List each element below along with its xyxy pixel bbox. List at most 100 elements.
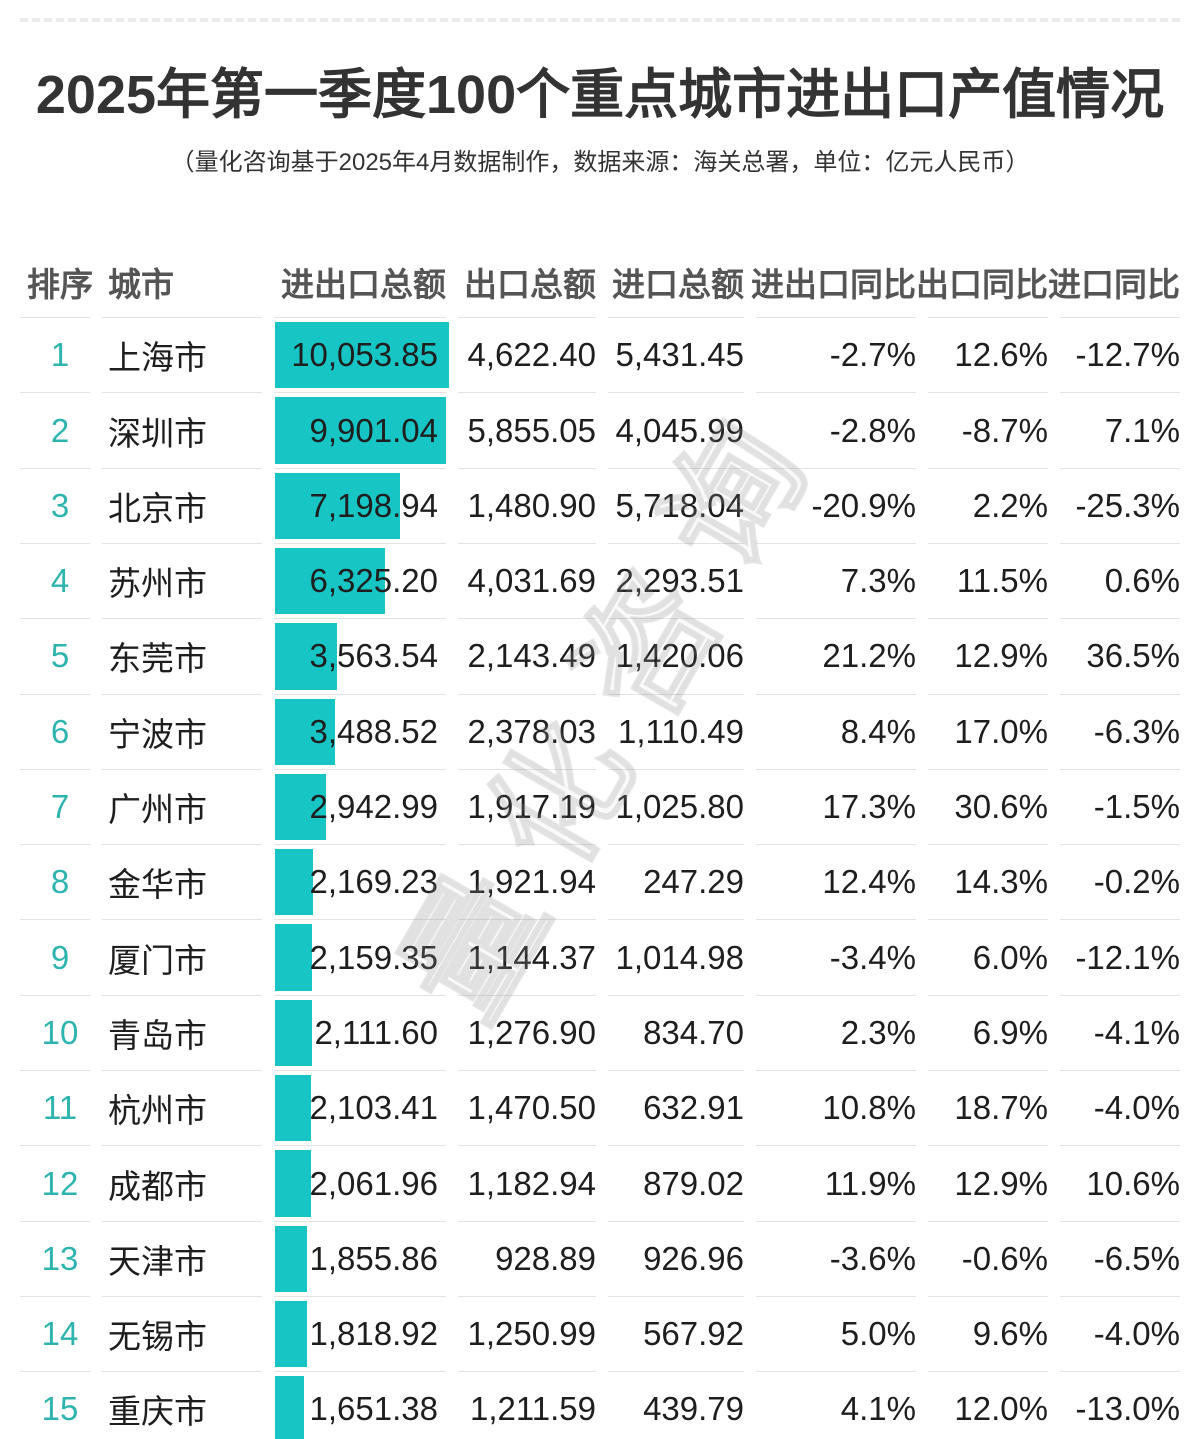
city-cell: 无锡市 — [102, 1295, 262, 1371]
export-yoy-value: 11.5% — [928, 542, 1048, 618]
export-yoy-value: 18.7% — [928, 1070, 1048, 1145]
export-value: 4,622.40 — [458, 317, 596, 392]
total-yoy-value: 2.3% — [756, 994, 916, 1070]
import-yoy-value: 36.5% — [1060, 618, 1180, 693]
total-cell: 10,053.85 — [274, 317, 449, 392]
total-cell: 6,325.20 — [274, 542, 446, 618]
city-cell: 天津市 — [102, 1220, 262, 1296]
export-value: 1,250.99 — [458, 1295, 596, 1371]
city-cell: 东莞市 — [102, 618, 262, 693]
rank-cell: 8 — [20, 844, 90, 919]
city-cell: 厦门市 — [102, 919, 262, 994]
table-body: 1 上海市 10,053.85 4,622.40 5,431.45 -2.7% 12.6% -… — [20, 317, 1180, 1439]
total-value: 3,488.52 — [309, 712, 438, 750]
column-header-1: 城市 — [108, 266, 174, 304]
city-cell: 宁波市 — [102, 693, 262, 769]
total-value: 6,325.20 — [309, 562, 438, 600]
export-yoy-value: 12.9% — [928, 1145, 1048, 1220]
import-value: 1,025.80 — [608, 768, 744, 844]
total-cell: 2,942.99 — [274, 768, 446, 844]
table-row: 7 广州市 2,942.99 1,917.19 1,025.80 17.3% 30.6% -1… — [20, 768, 1180, 844]
table-row: 3 北京市 7,198.94 1,480.90 5,718.04 -20.9% 2.2% -2… — [20, 467, 1180, 543]
total-bar — [275, 322, 449, 389]
rank-cell: 9 — [20, 919, 90, 994]
import-value: 2,293.51 — [608, 542, 744, 618]
column-header-7: 进口同比 — [1048, 266, 1180, 304]
total-value: 3,563.54 — [309, 637, 438, 675]
import-yoy-value: -25.3% — [1060, 467, 1180, 543]
total-bar — [275, 472, 400, 539]
total-yoy-value: 5.0% — [756, 1295, 916, 1371]
total-yoy-value: 7.3% — [756, 542, 916, 618]
page-title: 2025年第一季度100个重点城市进出口产值情况 — [35, 65, 1165, 125]
import-value: 834.70 — [608, 994, 744, 1070]
export-value: 1,480.90 — [458, 467, 596, 543]
import-value: 632.91 — [608, 1070, 744, 1145]
total-bar — [275, 1075, 312, 1142]
import-value: 879.02 — [608, 1145, 744, 1220]
export-value: 1,144.37 — [458, 919, 596, 994]
rank-cell: 14 — [20, 1295, 90, 1371]
import-yoy-value: -4.1% — [1060, 994, 1180, 1070]
top-dashed-divider — [20, 18, 1180, 22]
city-cell: 杭州市 — [102, 1070, 262, 1145]
city-cell: 上海市 — [102, 317, 262, 392]
import-value: 4,045.99 — [608, 392, 744, 467]
total-value: 7,198.94 — [309, 486, 438, 524]
import-value: 926.96 — [608, 1220, 744, 1296]
total-bar — [275, 1150, 311, 1217]
table-row: 14 无锡市 1,818.92 1,250.99 567.92 5.0% 9.6% -4.0% — [20, 1295, 1180, 1371]
table-row: 1 上海市 10,053.85 4,622.40 5,431.45 -2.7% 12.6% -… — [20, 317, 1180, 392]
import-yoy-value: -13.0% — [1060, 1371, 1180, 1439]
table-row: 15 重庆市 1,651.38 1,211.59 439.79 4.1% 12.0% -13.… — [20, 1371, 1180, 1439]
table-row: 8 金华市 2,169.23 1,921.94 247.29 12.4% 14.3% -0.2… — [20, 844, 1180, 919]
total-value: 2,061.96 — [309, 1164, 438, 1202]
total-value: 2,111.60 — [314, 1013, 438, 1051]
rank-cell: 15 — [20, 1371, 90, 1439]
total-value: 10,053.85 — [291, 336, 438, 374]
import-value: 1,110.49 — [608, 693, 744, 769]
total-yoy-value: 21.2% — [756, 618, 916, 693]
total-bar — [275, 547, 385, 615]
table-row: 6 宁波市 3,488.52 2,378.03 1,110.49 8.4% 17.0% -6.… — [20, 693, 1180, 769]
total-cell: 7,198.94 — [274, 467, 446, 543]
import-yoy-value: 10.6% — [1060, 1145, 1180, 1220]
total-yoy-value: 10.8% — [756, 1070, 916, 1145]
import-yoy-value: -0.2% — [1060, 844, 1180, 919]
total-cell: 2,111.60 — [274, 994, 446, 1070]
city-cell: 深圳市 — [102, 392, 262, 467]
total-yoy-value: -2.8% — [756, 392, 916, 467]
total-bar — [275, 623, 337, 690]
city-trade-table: 排序 城市 进出口总额 出口总额 进口总额 进出口同比 出口同比 进口同比 1 上海市 10,05… — [20, 247, 1180, 1439]
column-header-2: 进出口总额 — [281, 266, 446, 304]
total-yoy-value: -20.9% — [756, 467, 916, 543]
total-bar — [275, 1300, 307, 1368]
export-value: 1,917.19 — [458, 768, 596, 844]
import-value: 5,718.04 — [608, 467, 744, 543]
import-value: 1,014.98 — [608, 919, 744, 994]
total-yoy-value: -2.7% — [756, 317, 916, 392]
export-value: 5,855.05 — [458, 392, 596, 467]
total-bar — [275, 397, 447, 464]
table-row: 4 苏州市 6,325.20 4,031.69 2,293.51 7.3% 11.5% 0.6… — [20, 542, 1180, 618]
export-yoy-value: 6.9% — [928, 994, 1048, 1070]
city-cell: 重庆市 — [102, 1371, 262, 1439]
export-yoy-value: 2.2% — [928, 467, 1048, 543]
table-row: 2 深圳市 9,901.04 5,855.05 4,045.99 -2.8% -8.7% 7.… — [20, 392, 1180, 467]
total-bar — [275, 924, 313, 991]
import-value: 567.92 — [608, 1295, 744, 1371]
page-subtitle: （量化咨询基于2025年4月数据制作，数据来源：海关总署，单位：亿元人民币） — [170, 149, 1030, 177]
import-yoy-value: -4.0% — [1060, 1070, 1180, 1145]
export-yoy-value: 30.6% — [928, 768, 1048, 844]
import-yoy-value: -6.3% — [1060, 693, 1180, 769]
total-cell: 3,488.52 — [274, 693, 446, 769]
total-bar — [275, 999, 312, 1067]
export-value: 4,031.69 — [458, 542, 596, 618]
export-yoy-value: 17.0% — [928, 693, 1048, 769]
export-yoy-value: 14.3% — [928, 844, 1048, 919]
rank-cell: 7 — [20, 768, 90, 844]
column-header-0: 排序 — [27, 266, 93, 304]
rank-cell: 10 — [20, 994, 90, 1070]
export-value: 928.89 — [458, 1220, 596, 1296]
total-bar — [275, 1376, 304, 1439]
